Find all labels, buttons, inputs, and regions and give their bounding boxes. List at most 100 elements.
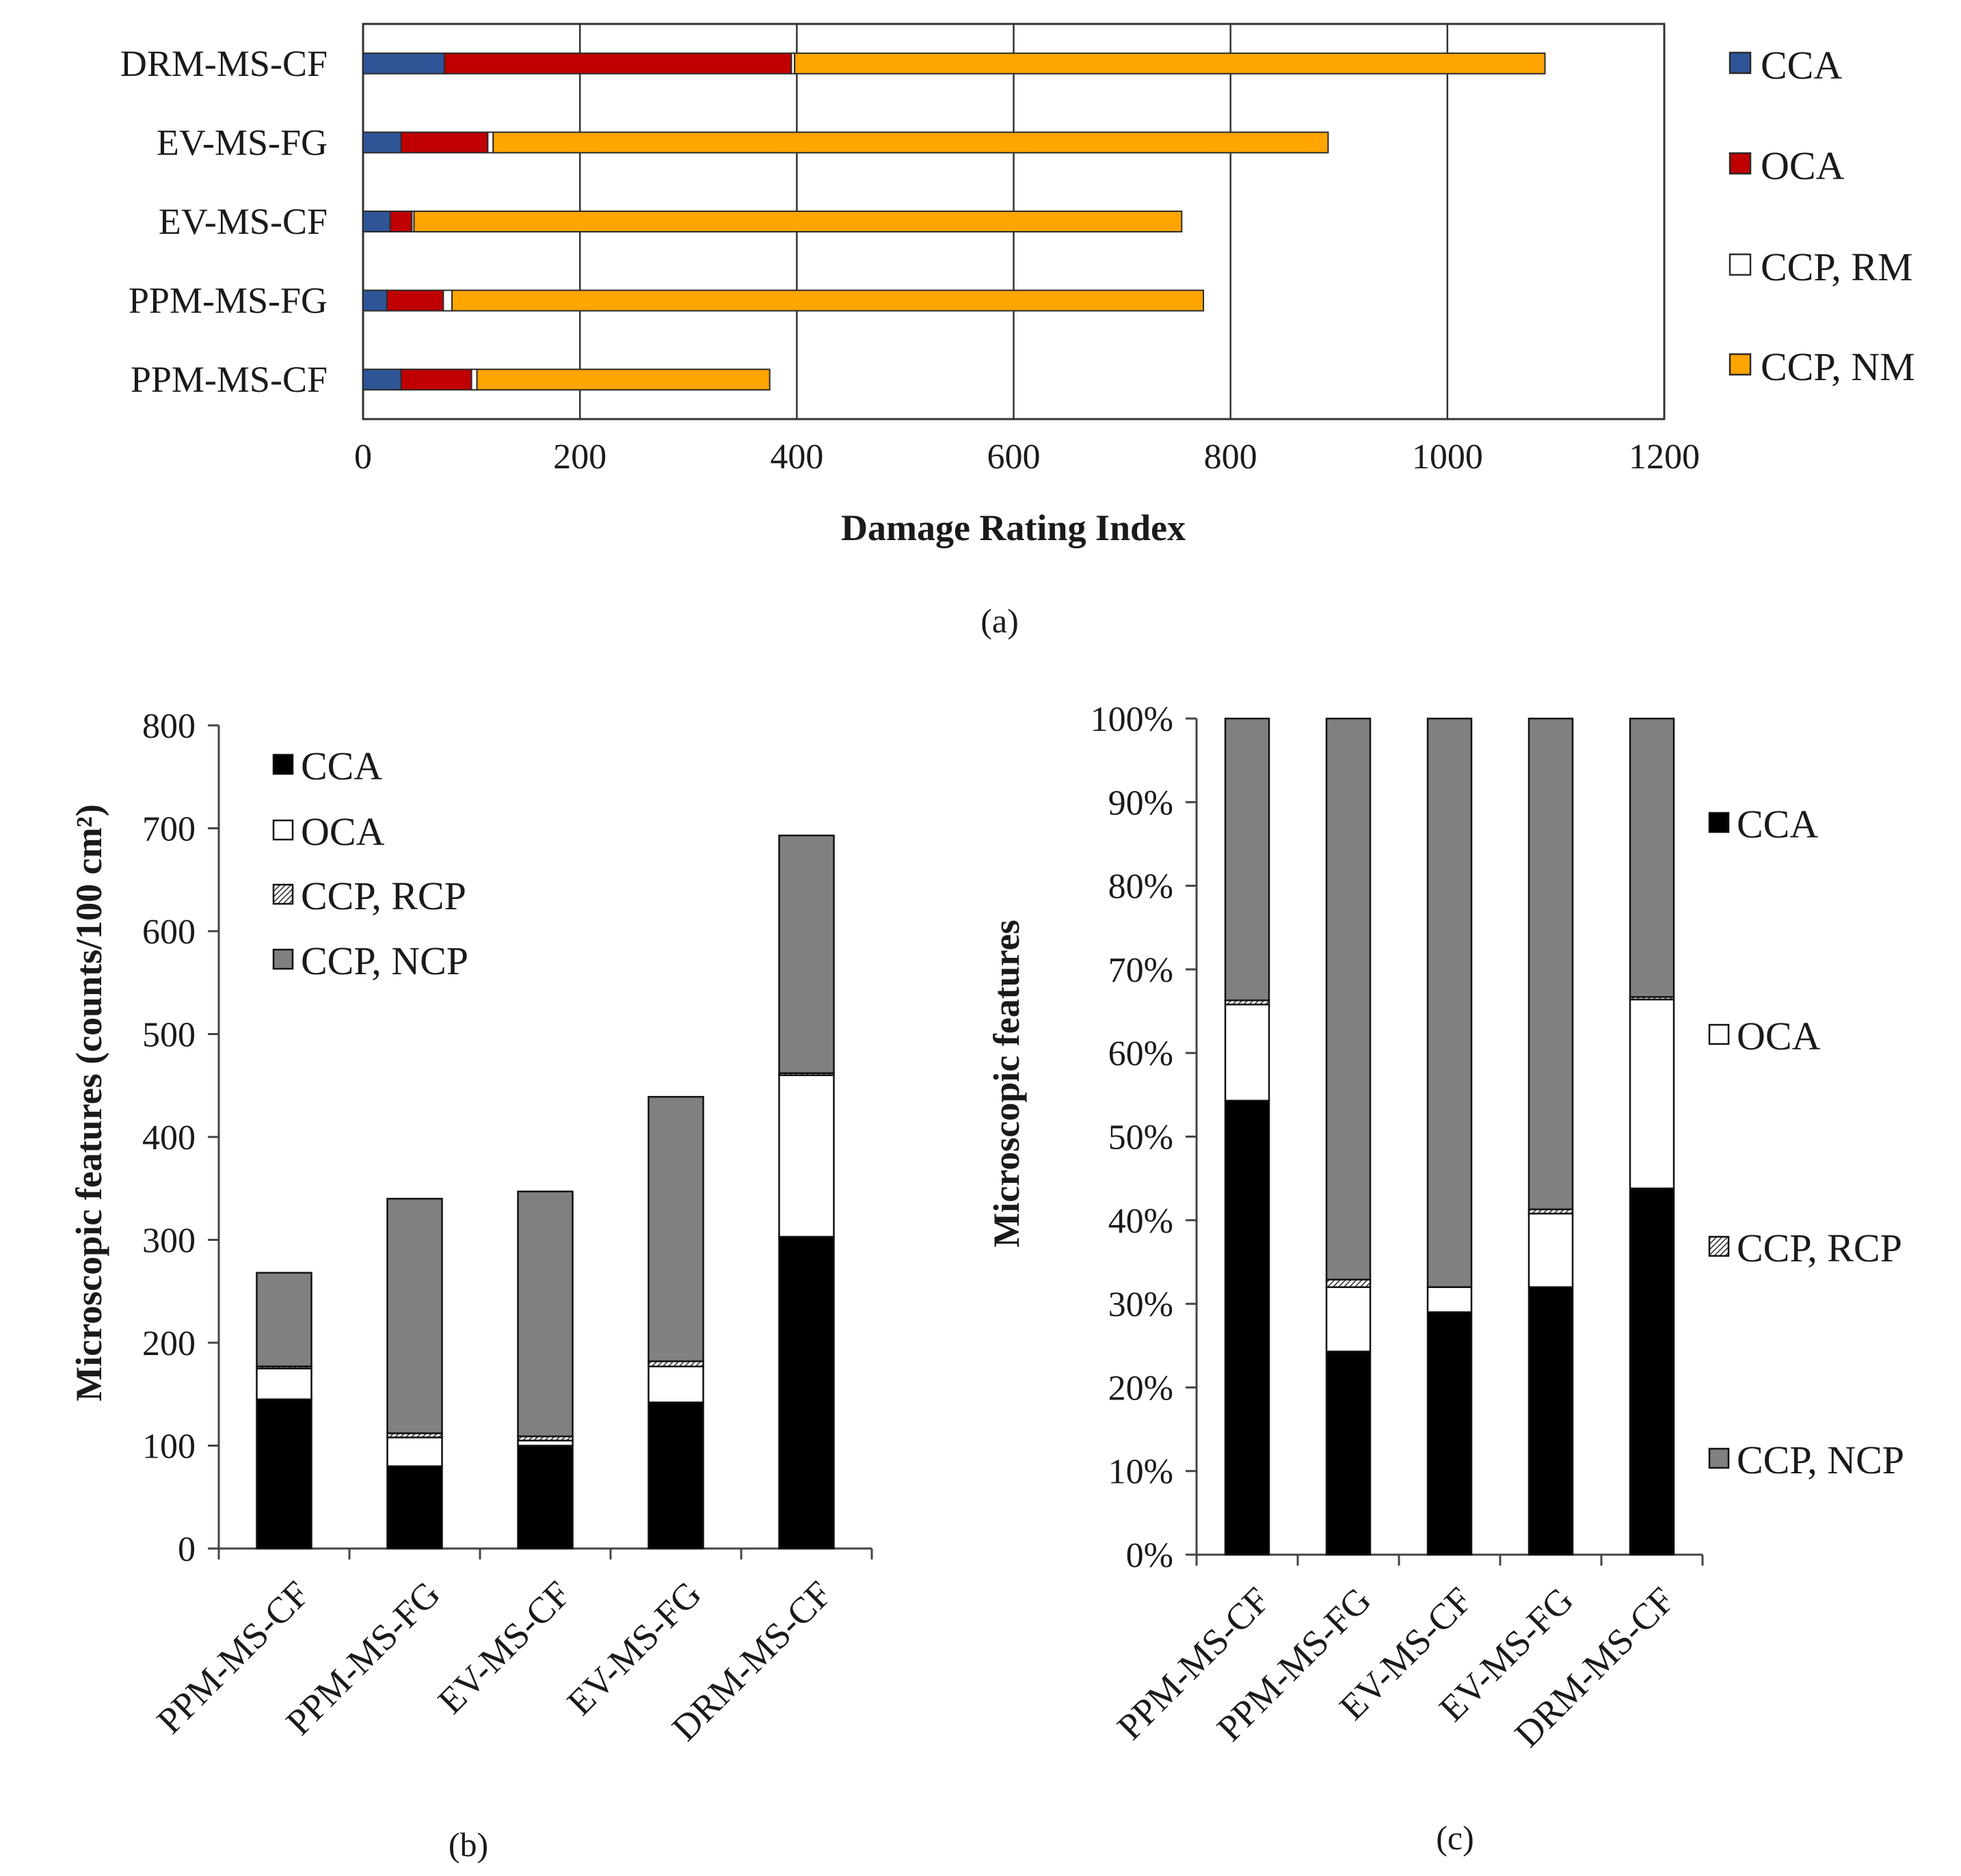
chart-a-legend-label-cca: CCA [1761, 43, 1842, 88]
chart-c-y-tick-label-1: 10% [1108, 1453, 1173, 1492]
chart-a-legend-label-ccp-rm: CCP, RM [1761, 245, 1912, 289]
chart-b-legend-label-cca: CCA [301, 744, 382, 788]
chart-b-bar-ppm-ms-cf-cca [256, 1398, 312, 1550]
chart-a-category-label-ppm-ms-cf: PPM-MS-CF [131, 359, 328, 400]
chart-b-y-tick-label-1: 100 [142, 1428, 196, 1466]
chart-b-bar-ev-ms-fg-cca [648, 1402, 704, 1550]
chart-c-bar-ppm-ms-cf-oca [1224, 1004, 1270, 1102]
chart-a-bar-drm-ms-cf-cca [362, 52, 445, 75]
chart-c-bar-ppm-ms-cf-cca [1224, 1099, 1270, 1556]
chart-c-bar-ppm-ms-cf-ccp-ncp [1224, 717, 1270, 1002]
chart-c-y-tick-label-3: 30% [1108, 1285, 1173, 1324]
chart-b-y-axis-title: Microscopic features (counts/100 cm²) [68, 804, 109, 1402]
chart-b-y-tick-label-5: 500 [142, 1016, 196, 1055]
chart-b-legend: CCA OCA CCP, RCP CCP, NCP [272, 744, 468, 983]
chart-b-bar-ppm-ms-fg-ccp-ncp [386, 1198, 443, 1434]
chart-b-bar-drm-ms-cf-ccp-ncp [778, 834, 835, 1074]
chart-b-legend-label-oca: OCA [301, 809, 385, 854]
chart-a-x-tick-label-800: 800 [1204, 438, 1257, 477]
chart-c-caption: (c) [1436, 1819, 1474, 1857]
chart-c: 0% 10% 20% 30% 40% 50% 60% 70% 80% 90% 100% PPM-MS… [986, 700, 1904, 1857]
chart-a-x-tick-label-200: 200 [553, 438, 606, 477]
chart-a-bar-ev-ms-cf-oca [389, 211, 413, 232]
chart-c-y-tick-label-10: 100% [1091, 700, 1173, 739]
chart-a-x-tick-label-1000: 1000 [1412, 438, 1483, 477]
chart-a-bar-ev-ms-fg-oca [400, 131, 489, 154]
chart-b-category-labels: PPM-MS-CFPPM-MS-FGEV-MS-CFEV-MS-FGDRM-MS… [149, 1573, 840, 1749]
chart-b-bar-ev-ms-fg-oca [648, 1365, 704, 1404]
chart-b-y-tick-labels: 0 100 200 300 400 500 600 700 800 [142, 707, 196, 1569]
chart-b-y-tick-label-6: 600 [142, 913, 196, 952]
chart-c-category-labels: PPM-MS-CFPPM-MS-FGEV-MS-CFEV-MS-FGDRM-MS… [1109, 1579, 1682, 1755]
chart-a-bar-drm-ms-cf-oca [443, 52, 792, 75]
chart-c-legend: CCA OCA CCP, RCP CCP, NCP [1708, 802, 1904, 1482]
chart-b-caption: (b) [449, 1825, 488, 1864]
chart-a-bar-ev-ms-cf-ccp-nm [413, 211, 1183, 232]
chart-b-y-tick-label-0: 0 [178, 1530, 196, 1569]
chart-b-bar-ppm-ms-cf-ccp-ncp [256, 1272, 312, 1367]
chart-a-bar-ev-ms-fg-cca [362, 131, 402, 154]
chart-c-bar-ppm-ms-fg-ccp-rcp [1325, 1278, 1372, 1288]
chart-b: 0 100 200 300 400 500 600 700 800 PPM-MS-CFPPM-M… [68, 707, 873, 1864]
chart-a-legend-swatch-cca [1729, 51, 1752, 75]
chart-b-legend-swatch-ccp-rcp [272, 883, 294, 905]
chart-b-y-tick-label-4: 400 [142, 1118, 196, 1157]
chart-c-legend-label-ccp-rcp: CCP, RCP [1737, 1226, 1902, 1270]
chart-a: DRM-MS-CF EV-MS-FG EV-MS-CF PPM-MS-FG PPM-MS… [120, 23, 1915, 640]
chart-a-legend: CCA OCA CCP, RM CCP, NM [1729, 43, 1915, 389]
chart-a-category-label-ppm-ms-fg: PPM-MS-FG [129, 280, 328, 321]
chart-c-bar-drm-ms-cf-cca [1629, 1188, 1675, 1556]
chart-c-bar-ev-ms-cf-cca [1426, 1311, 1473, 1556]
chart-a-bar-ev-ms-fg-ccp-rm [487, 131, 494, 154]
chart-c-bar-ppm-ms-fg-oca [1325, 1286, 1372, 1353]
chart-c-legend-label-cca: CCA [1737, 802, 1818, 846]
chart-c-bar-ppm-ms-fg-cca [1325, 1350, 1372, 1556]
chart-c-y-axis-title: Microscopic features [986, 920, 1027, 1247]
chart-c-y-tick-label-5: 50% [1108, 1118, 1173, 1157]
chart-c-bar-ev-ms-fg-oca [1528, 1212, 1574, 1288]
chart-a-bar-ppm-ms-fg-oca [386, 289, 444, 312]
chart-c-legend-swatch-ccp-ncp [1708, 1447, 1730, 1469]
chart-a-legend-label-oca: OCA [1761, 144, 1845, 188]
chart-a-caption: (a) [980, 602, 1019, 640]
chart-b-bar-ppm-ms-fg-oca [386, 1436, 443, 1467]
chart-c-y-tick-labels: 0% 10% 20% 30% 40% 50% 60% 70% 80% 90% 100% [1091, 700, 1173, 1575]
chart-c-bar-ev-ms-fg-cca [1528, 1286, 1574, 1556]
chart-c-y-tick-label-4: 40% [1108, 1202, 1173, 1241]
chart-a-x-tick-label-1200: 1200 [1629, 438, 1700, 477]
chart-c-bar-ev-ms-cf-ccp-ncp [1426, 717, 1473, 1288]
chart-a-x-tick-labels: 0 200 400 600 800 1000 1200 [354, 438, 1700, 477]
chart-b-y-tick-label-8: 800 [142, 707, 196, 746]
chart-c-y-tick-label-7: 70% [1108, 951, 1173, 990]
chart-b-bar-ev-ms-fg-ccp-ncp [648, 1096, 704, 1363]
chart-c-bar-drm-ms-cf-ccp-ncp [1629, 717, 1675, 998]
chart-c-y-tick-label-8: 80% [1108, 868, 1173, 907]
chart-a-bar-drm-ms-cf-ccp-nm [794, 52, 1546, 75]
chart-b-category-label-ev-ms-cf: EV-MS-CF [430, 1573, 578, 1721]
chart-a-legend-label-ccp-nm: CCP, NM [1761, 345, 1915, 389]
chart-b-legend-swatch-ccp-ncp [272, 948, 294, 970]
chart-b-bar-drm-ms-cf-oca [778, 1074, 835, 1238]
chart-b-legend-label-ccp-ncp: CCP, NCP [301, 939, 468, 983]
chart-c-bar-drm-ms-cf-oca [1629, 998, 1675, 1190]
chart-b-y-tick-label-2: 200 [142, 1324, 196, 1363]
chart-c-y-tick-label-6: 60% [1108, 1034, 1173, 1073]
chart-a-bar-ev-ms-cf-cca [362, 211, 391, 232]
chart-a-bar-ppm-ms-cf-oca [400, 368, 472, 391]
chart-b-legend-swatch-oca [272, 819, 294, 841]
chart-a-bar-ppm-ms-fg-ccp-nm [451, 289, 1205, 312]
chart-a-category-label-ev-ms-cf: EV-MS-CF [159, 201, 328, 242]
chart-c-bar-ppm-ms-fg-ccp-ncp [1325, 717, 1372, 1281]
chart-c-y-tick-label-9: 90% [1108, 783, 1173, 822]
chart-a-x-axis-title: Damage Rating Index [841, 507, 1186, 548]
chart-c-legend-label-ccp-ncp: CCP, NCP [1737, 1438, 1904, 1482]
chart-a-x-tick-label-400: 400 [770, 438, 823, 477]
chart-a-legend-swatch-ccp-nm [1729, 353, 1752, 376]
chart-c-y-tick-label-0: 0% [1126, 1536, 1173, 1575]
chart-c-bars [1224, 717, 1675, 1556]
chart-c-bar-ev-ms-fg-ccp-ncp [1528, 717, 1574, 1211]
chart-b-bar-ev-ms-cf-ccp-ncp [517, 1190, 574, 1438]
chart-b-bar-ppm-ms-fg-cca [386, 1465, 443, 1550]
chart-c-legend-label-oca: OCA [1737, 1014, 1821, 1058]
